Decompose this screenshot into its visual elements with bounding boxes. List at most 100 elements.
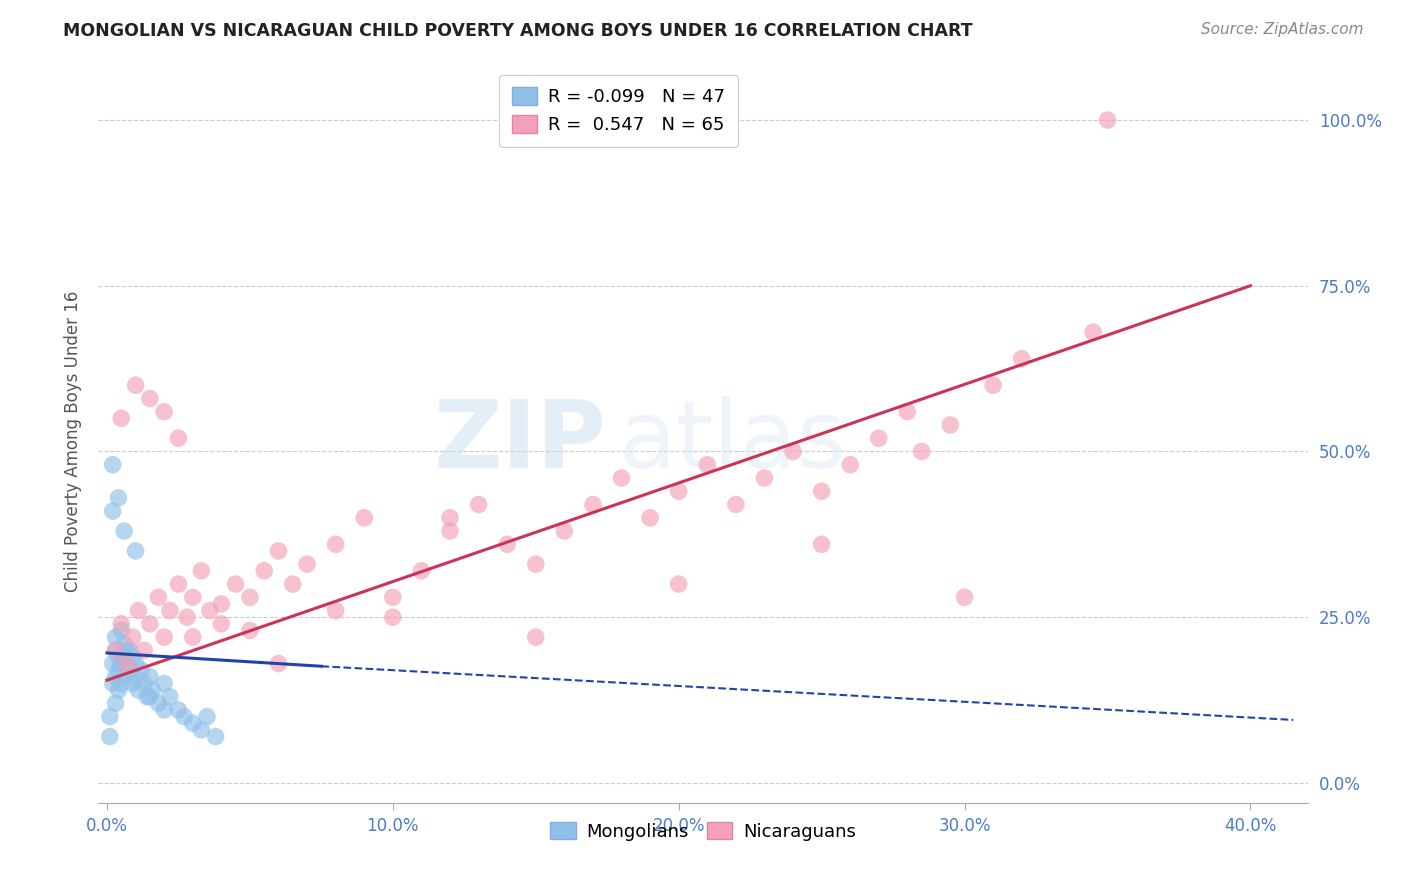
Text: MONGOLIAN VS NICARAGUAN CHILD POVERTY AMONG BOYS UNDER 16 CORRELATION CHART: MONGOLIAN VS NICARAGUAN CHILD POVERTY AM… [63,22,973,40]
Point [142,683,165,698]
Point [167,703,190,717]
Point [439,524,461,538]
Point [167,431,190,445]
Point [1011,351,1033,366]
Point [267,544,290,558]
Point [198,603,221,617]
Point [159,603,181,617]
Point [127,603,149,617]
Point [181,716,204,731]
Point [810,484,832,499]
Point [668,484,690,499]
Point [121,630,143,644]
Text: Source: ZipAtlas.com: Source: ZipAtlas.com [1201,22,1364,37]
Point [107,491,129,505]
Point [195,709,218,723]
Point [139,392,162,406]
Point [153,630,176,644]
Point [148,591,170,605]
Point [167,577,190,591]
Point [281,577,304,591]
Point [98,709,121,723]
Point [173,709,195,723]
Point [110,411,132,425]
Point [668,577,690,591]
Point [124,544,146,558]
Point [181,630,204,644]
Point [204,730,226,744]
Text: ZIP: ZIP [433,395,606,488]
Point [107,663,129,677]
Point [104,643,127,657]
Point [176,610,198,624]
Point [115,643,138,657]
Point [239,591,262,605]
Legend: Mongolians, Nicaraguans: Mongolians, Nicaraguans [543,814,863,848]
Point [104,670,127,684]
Point [110,624,132,638]
Point [267,657,290,671]
Point [110,616,132,631]
Point [115,657,138,671]
Point [101,676,124,690]
Point [381,610,404,624]
Point [696,458,718,472]
Point [115,657,138,671]
Point [153,405,176,419]
Point [121,650,143,665]
Point [467,498,489,512]
Point [98,730,121,744]
Point [953,591,976,605]
Point [134,676,156,690]
Point [754,471,776,485]
Point [295,557,318,571]
Point [553,524,575,538]
Point [810,537,832,551]
Point [134,643,156,657]
Point [496,537,519,551]
Point [981,378,1004,392]
Point [181,591,204,605]
Point [225,577,247,591]
Point [253,564,276,578]
Point [896,405,918,419]
Point [153,703,176,717]
Point [129,663,152,677]
Point [118,663,141,677]
Point [124,657,146,671]
Point [839,458,862,472]
Point [524,557,547,571]
Point [190,723,212,737]
Point [159,690,181,704]
Point [868,431,890,445]
Point [239,624,262,638]
Point [724,498,747,512]
Point [524,630,547,644]
Point [107,650,129,665]
Point [325,537,347,551]
Point [112,524,135,538]
Point [190,564,212,578]
Point [439,510,461,524]
Point [101,657,124,671]
Point [107,683,129,698]
Point [104,630,127,644]
Point [101,458,124,472]
Point [118,643,141,657]
Point [112,670,135,684]
Point [121,676,143,690]
Point [127,683,149,698]
Point [381,591,404,605]
Point [148,697,170,711]
Point [153,676,176,690]
Point [209,597,232,611]
Point [911,444,934,458]
Point [104,697,127,711]
Point [124,670,146,684]
Point [1097,113,1119,128]
Point [112,637,135,651]
Point [1083,325,1105,339]
Point [582,498,605,512]
Point [209,616,232,631]
Point [139,616,162,631]
